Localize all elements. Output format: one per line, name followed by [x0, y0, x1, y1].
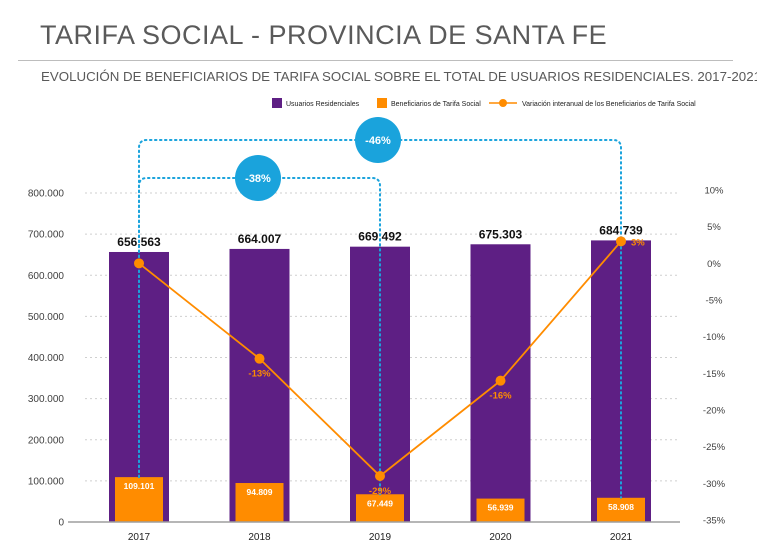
y-right-tick-label: -20% — [703, 406, 726, 417]
data-label-beneficiarios: 58.908 — [608, 502, 634, 512]
bar-usuarios-residenciales — [229, 248, 290, 522]
data-label-variacion: -16% — [489, 391, 512, 402]
bar-beneficiarios-tarifa-social — [476, 498, 525, 522]
data-label-beneficiarios: 56.939 — [488, 503, 514, 513]
y-right-tick-label: -35% — [703, 516, 726, 527]
line-point — [134, 258, 144, 269]
y-left-tick-label: 100.000 — [28, 476, 65, 487]
y-right-tick-label: -15% — [703, 369, 726, 380]
y-right-tick-label: 10% — [704, 186, 724, 197]
y-right-tick-label: -30% — [703, 479, 726, 490]
legend-label: Usuarios Residenciales — [286, 101, 360, 108]
chart-subtitle: EVOLUCIÓN DE BENEFICIARIOS DE TARIFA SOC… — [41, 69, 757, 84]
line-point — [254, 353, 265, 364]
legend-swatch — [272, 98, 282, 108]
title-divider — [18, 60, 733, 61]
x-tick-label: 2017 — [128, 532, 151, 543]
data-label-usuarios: 664.007 — [238, 232, 282, 246]
y-left-tick-label: 800.000 — [28, 189, 65, 200]
data-label-beneficiarios: 67.449 — [367, 498, 393, 508]
data-label-variacion: -29% — [369, 486, 392, 497]
y-right-tick-label: -25% — [703, 442, 726, 453]
legend-label: Variación interanual de los Beneficiario… — [522, 101, 696, 108]
data-label-variacion: -13% — [248, 369, 271, 380]
legend-label: Beneficiarios de Tarifa Social — [391, 101, 481, 108]
y-left-tick-label: 400.000 — [28, 353, 65, 364]
bar-beneficiarios-tarifa-social — [356, 494, 404, 522]
y-left-tick-label: 600.000 — [28, 271, 65, 282]
annotation-bubble — [355, 117, 401, 163]
legend-swatch-dot — [499, 99, 507, 107]
bar-beneficiarios-tarifa-social — [115, 477, 163, 522]
line-point — [495, 375, 506, 386]
y-left-tick-label: 200.000 — [28, 435, 65, 446]
annotation-label: -46% — [365, 135, 391, 147]
x-tick-label: 2021 — [610, 532, 633, 543]
line-point — [616, 236, 626, 247]
y-right-tick-label: 0% — [707, 259, 721, 270]
y-right-tick-label: -10% — [703, 332, 726, 343]
bar-beneficiarios-tarifa-social — [235, 483, 284, 522]
x-tick-label: 2020 — [489, 532, 512, 543]
bar-beneficiarios-tarifa-social — [597, 497, 645, 522]
y-left-tick-label: 0 — [58, 518, 64, 529]
y-left-tick-label: 700.000 — [28, 230, 65, 241]
line-point — [375, 471, 385, 481]
data-label-variacion: 3% — [631, 237, 645, 248]
legend-swatch — [377, 98, 387, 108]
page-title: TARIFA SOCIAL - PROVINCIA DE SANTA FE — [40, 20, 608, 50]
data-label-beneficiarios: 109.101 — [124, 481, 155, 491]
y-right-tick-label: -5% — [706, 296, 723, 307]
y-right-tick-label: 5% — [707, 222, 721, 233]
annotation-bubble — [235, 155, 281, 201]
annotation-label: -38% — [245, 173, 271, 185]
y-left-tick-label: 500.000 — [28, 312, 65, 323]
y-left-tick-label: 300.000 — [28, 394, 65, 405]
x-tick-label: 2018 — [248, 532, 271, 543]
data-label-beneficiarios: 94.809 — [247, 487, 273, 497]
x-tick-label: 2019 — [369, 532, 392, 543]
data-label-usuarios: 684.739 — [599, 223, 643, 237]
data-label-usuarios: 675.303 — [479, 227, 523, 241]
